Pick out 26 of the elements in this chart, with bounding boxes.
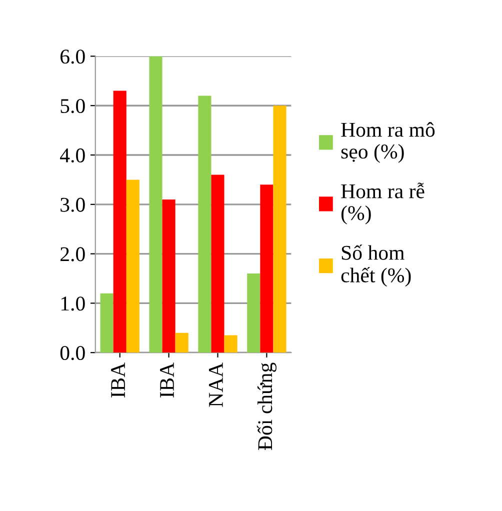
bar <box>126 180 140 353</box>
x-tick-label: Đối chứng <box>256 362 276 450</box>
bar <box>224 335 238 353</box>
legend-label: Số hom chết (%) <box>341 244 411 287</box>
bar <box>247 274 260 353</box>
bar <box>211 174 224 353</box>
bar <box>175 332 188 353</box>
y-tick-label: 2.0 <box>60 247 85 262</box>
y-tick-label: 4.0 <box>60 148 85 163</box>
bar <box>162 199 176 353</box>
x-tick-label: NAA <box>209 362 223 407</box>
y-tick-label: 6.0 <box>60 50 85 64</box>
bar <box>273 106 286 353</box>
x-tick-label: IBA <box>160 362 174 398</box>
legend-label: Hom ra mô sẹo (%) <box>341 122 435 163</box>
bar <box>198 96 212 353</box>
bar <box>149 56 162 353</box>
bar <box>100 293 114 353</box>
x-tick-label: IBA <box>111 362 125 398</box>
y-tick-label: 0.0 <box>60 346 85 360</box>
y-tick-label: 5.0 <box>60 98 85 114</box>
y-tick-label: 1.0 <box>61 296 85 311</box>
legend-label: Hom ra rễ (%) <box>341 182 424 224</box>
bar <box>113 90 126 353</box>
bar <box>260 184 274 353</box>
y-tick-label: 3.0 <box>60 198 85 212</box>
